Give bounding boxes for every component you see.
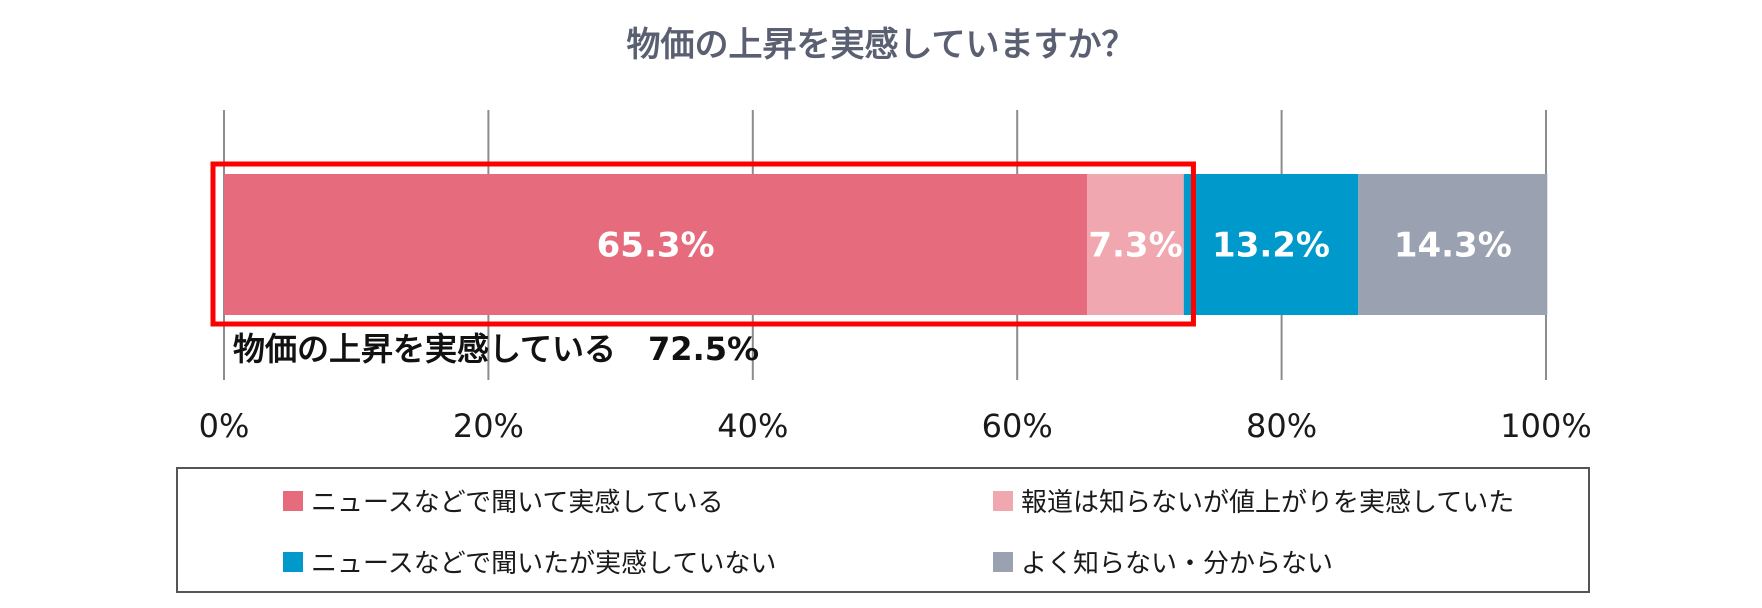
data-label: 13.2% bbox=[1212, 226, 1330, 266]
data-label: 65.3% bbox=[597, 226, 715, 266]
legend-swatch bbox=[283, 552, 303, 572]
x-tick-label: 60% bbox=[982, 407, 1053, 445]
x-tick-label: 100% bbox=[1500, 407, 1591, 445]
legend-swatch bbox=[283, 491, 303, 511]
x-tick-label: 80% bbox=[1246, 407, 1317, 445]
data-label: 7.3% bbox=[1088, 226, 1182, 266]
chart-title: 物価の上昇を実感していますか？ bbox=[627, 25, 1136, 65]
x-tick-label: 0% bbox=[199, 407, 250, 445]
annotation-box bbox=[210, 161, 1196, 327]
legend-label: ニュースなどで聞いて実感している bbox=[311, 488, 724, 518]
x-axis-ticks: 0% 20% 40% 60% 80% 100% bbox=[199, 407, 1592, 445]
legend-label: よく知らない・分からない bbox=[1021, 549, 1333, 579]
annotation-text: 物価の上昇を実感している 72.5% bbox=[233, 330, 759, 368]
bar-segment bbox=[224, 174, 1088, 315]
data-label: 14.3% bbox=[1394, 226, 1512, 266]
legend-swatch bbox=[993, 552, 1013, 572]
bar-segment bbox=[1358, 174, 1548, 315]
bar-segment bbox=[1183, 174, 1359, 315]
legend: ニュースなどで聞いて実感している 報道は知らないが値上がりを実感していたニュースな… bbox=[176, 467, 1590, 593]
bar-segment bbox=[1087, 174, 1184, 315]
legend-frame bbox=[176, 467, 1590, 593]
x-tick-label: 40% bbox=[717, 407, 788, 445]
x-tick-label: 20% bbox=[453, 407, 524, 445]
stacked-bar bbox=[224, 174, 1548, 315]
data-labels: 65.3% 7.3% 13.2% 14.3% bbox=[597, 226, 1512, 266]
legend-label: 報道は知らないが値上がりを実感していた bbox=[1021, 488, 1514, 518]
legend-swatch bbox=[993, 491, 1013, 511]
annotation: 物価の上昇を実感している 72.5% bbox=[210, 161, 1196, 368]
legend-label: ニュースなどで聞いたが実感していない bbox=[311, 549, 776, 579]
